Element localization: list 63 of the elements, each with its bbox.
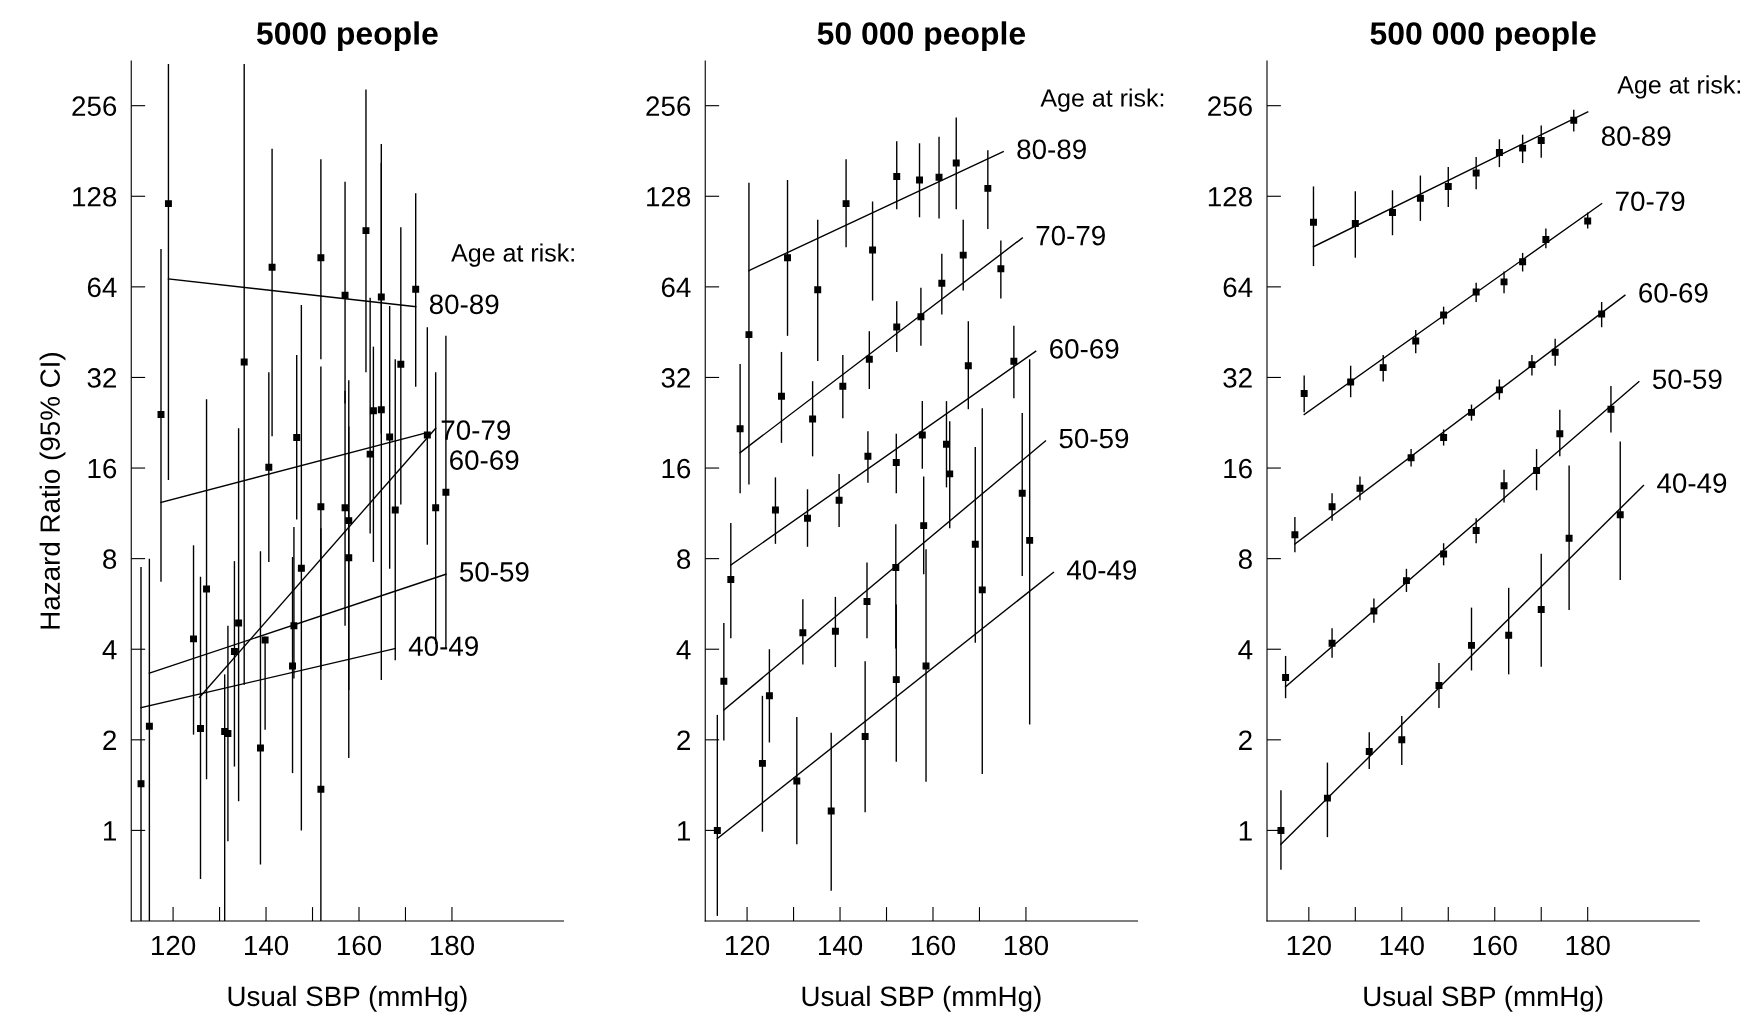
y-tick-label: 128 [1208,186,1252,207]
y-tick-label: 4 [102,640,117,660]
series-label: 80-89 [1601,126,1671,146]
y-tick-label: 16 [1224,458,1252,479]
x-axis-title: Usual SBP (mmHg) [802,985,1041,1012]
x-tick-label: 140 [244,935,289,956]
chart-title: 50 000 people [817,21,1026,52]
series-label: 80-89 [429,294,499,315]
annotation: Age at risk: [1617,75,1741,99]
y-tick-label: 8 [103,549,117,569]
series-label: 50-59 [1059,428,1129,449]
x-tick-label: 120 [1287,935,1331,956]
x-tick-label: 180 [430,935,475,956]
y-tick-label: 4 [1238,640,1253,660]
y-tick-label: 64 [661,277,691,298]
y-tick-label: 1 [678,821,691,841]
x-tick-label: 180 [1004,935,1049,956]
y-tick-label: 32 [661,368,690,388]
y-tick-label: 1 [1239,821,1252,841]
y-tick-label: 128 [73,186,117,207]
x-tick-label: 120 [152,935,196,956]
chart-title: 5000 people [256,21,438,52]
y-tick-label: 2 [677,730,690,750]
series-label: 60-69 [1050,339,1119,359]
x-tick-label: 160 [337,935,382,956]
x-tick-label: 180 [1566,935,1610,956]
chart-title: 500 000 people [1370,21,1596,52]
x-axis-title: Usual SBP (mmHg) [228,985,467,1012]
x-tick-label: 140 [1380,935,1424,956]
y-tick-label: 32 [87,368,116,388]
y-tick-label: 16 [662,458,691,479]
x-tick-label: 120 [726,935,770,956]
series-label: 70-79 [1036,225,1105,246]
series-label: 60-69 [450,450,519,470]
x-tick-label: 160 [1473,935,1517,956]
series-label: 40-49 [408,636,478,657]
y-tick-label: 8 [677,549,691,569]
x-axis-title: Usual SBP (mmHg) [1364,985,1603,1012]
y-tick-label: 256 [72,96,117,117]
series-label: 80-89 [1017,139,1086,160]
series-label: 60-69 [1639,283,1708,303]
y-tick-label: 2 [1239,730,1252,750]
y-tick-label: 1 [104,821,117,841]
y-tick-label: 2 [103,730,116,750]
annotation: Age at risk: [451,243,574,267]
y-axis-title: Hazard Ratio (95% CI) [39,353,66,629]
x-tick-label: 140 [818,935,863,956]
series-label: 70-79 [1616,191,1685,212]
series-label: 40-49 [1657,473,1727,493]
y-tick-label: 64 [1223,277,1253,298]
y-tick-label: 4 [676,640,691,660]
y-tick-label: 16 [88,458,117,479]
series-label: 50-59 [459,562,529,582]
y-tick-label: 128 [647,186,691,207]
annotation: Age at risk: [1040,88,1164,112]
y-tick-label: 32 [1223,368,1252,388]
y-tick-label: 256 [646,96,691,117]
x-tick-label: 160 [911,935,956,956]
y-tick-label: 256 [1208,96,1252,117]
series-label: 50-59 [1652,369,1722,390]
y-tick-label: 8 [1238,549,1252,569]
y-tick-label: 64 [87,277,117,298]
series-label: 40-49 [1066,560,1137,580]
